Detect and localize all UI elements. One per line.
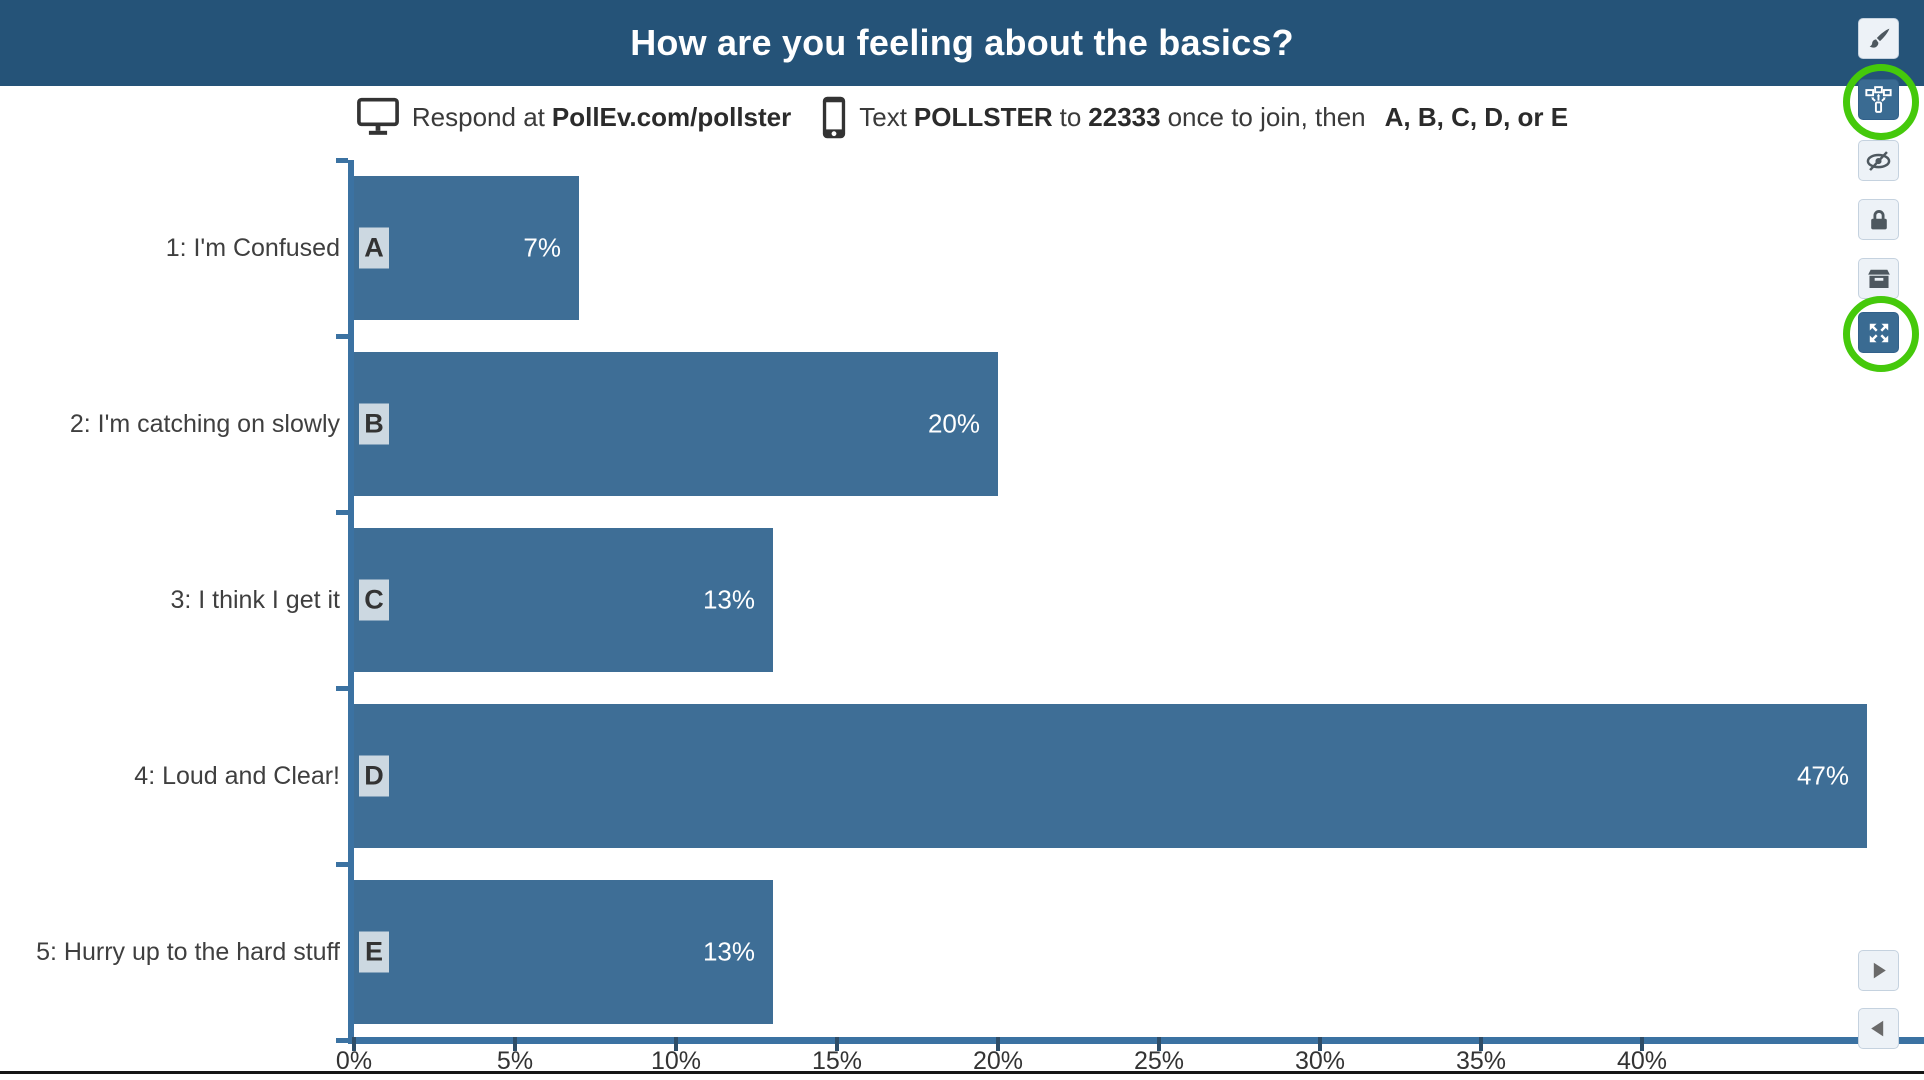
- y-axis-tick: [336, 686, 348, 691]
- phone-icon: [821, 95, 847, 140]
- respond-target: PollEv.com/pollster: [551, 101, 792, 132]
- y-axis-tick: [336, 510, 348, 515]
- bar-value-label: 13%: [702, 936, 755, 967]
- bar-value-label: 47%: [1796, 760, 1849, 791]
- keyword: POLLSTER: [913, 101, 1053, 132]
- choice-letter-badge: C: [359, 579, 389, 621]
- choice-letter-badge: B: [359, 403, 389, 445]
- category-label: 2: I'm catching on slowly: [69, 409, 340, 438]
- window-bottom-edge: [0, 1071, 1924, 1074]
- x-axis-line: [348, 1037, 1924, 1044]
- slide-title: How are you feeling about the basics?: [630, 22, 1294, 63]
- x-axis-tick-label: 35%: [1455, 1047, 1507, 1075]
- to-label: to: [1059, 101, 1082, 132]
- y-axis-tick: [336, 334, 348, 339]
- category-label: 1: I'm Confused: [165, 233, 340, 262]
- toolbar-button-hide-results[interactable]: [1858, 140, 1899, 181]
- monitor-icon: [356, 97, 400, 137]
- eye-off-icon: [1865, 147, 1892, 174]
- category-label: 5: Hurry up to the hard stuff: [36, 937, 340, 966]
- y-axis-tick: [336, 862, 348, 867]
- instruction-banner: Respond at PollEv.com/pollster Text POLL…: [0, 86, 1924, 148]
- fullscreen-icon: [1866, 320, 1892, 346]
- x-axis-tick-label: 20%: [972, 1047, 1024, 1075]
- text-instruction: Text POLLSTER to 22333 once to join, the…: [821, 95, 1568, 140]
- lock-icon: [1866, 207, 1892, 233]
- category-label: 4: Loud and Clear!: [134, 761, 340, 790]
- result-bar: B 20%: [354, 352, 998, 496]
- result-bar: D 47%: [354, 704, 1867, 848]
- toolbar-button-fullscreen[interactable]: [1858, 312, 1899, 353]
- play-forward-icon: [1866, 958, 1891, 983]
- y-axis-tick: [336, 158, 348, 163]
- choice-letter-badge: A: [359, 227, 389, 269]
- play-back-icon: [1866, 1016, 1891, 1041]
- x-axis-tick-label: 30%: [1294, 1047, 1346, 1075]
- result-bar: E 13%: [354, 880, 773, 1024]
- bar-value-label: 13%: [702, 584, 755, 615]
- x-axis-tick: [1318, 1037, 1322, 1051]
- x-axis-tick-label: 15%: [811, 1047, 863, 1075]
- y-axis-tick: [336, 1038, 348, 1043]
- x-axis-tick-label: 10%: [650, 1047, 702, 1075]
- join-label: once to join, then: [1167, 101, 1366, 132]
- x-axis-tick-label: 5%: [496, 1047, 534, 1075]
- respond-instruction: Respond at PollEv.com/pollster: [356, 97, 791, 137]
- respond-label: Respond at: [411, 101, 545, 132]
- options-label: A, B, C, D, or E: [1384, 101, 1569, 132]
- x-axis-tick: [1157, 1037, 1161, 1051]
- toolbar-button-present-on-devices[interactable]: [1858, 79, 1899, 120]
- choice-letter-badge: E: [359, 931, 389, 973]
- toolbar-button-lock-responses[interactable]: [1858, 199, 1899, 240]
- x-axis-tick: [352, 1037, 356, 1051]
- text-label: Text: [859, 101, 907, 132]
- x-axis-tick: [674, 1037, 678, 1051]
- archive-icon: [1866, 266, 1892, 292]
- x-axis-tick: [1640, 1037, 1644, 1051]
- nav-button-previous-slide[interactable]: [1858, 1008, 1899, 1049]
- toolbar-button-archive[interactable]: [1858, 258, 1899, 299]
- choice-letter-badge: D: [359, 755, 389, 797]
- nav-button-next-slide[interactable]: [1858, 950, 1899, 991]
- result-bar: A 7%: [354, 176, 579, 320]
- x-axis-tick-label: 40%: [1616, 1047, 1668, 1075]
- result-bar: C 13%: [354, 528, 773, 672]
- paintbrush-icon: [1866, 26, 1892, 52]
- x-axis-tick: [996, 1037, 1000, 1051]
- x-axis-tick-label: 25%: [1133, 1047, 1185, 1075]
- bar-value-label: 20%: [927, 408, 980, 439]
- bar-value-label: 7%: [523, 232, 561, 263]
- y-axis-line: [348, 160, 354, 1044]
- toolbar-button-edit[interactable]: [1858, 18, 1899, 59]
- category-label: 3: I think I get it: [170, 585, 340, 614]
- broadcast-icon: [1865, 86, 1892, 113]
- shortcode: 22333: [1088, 101, 1161, 132]
- x-axis-tick: [835, 1037, 839, 1051]
- x-axis-tick: [1479, 1037, 1483, 1051]
- x-axis-tick: [513, 1037, 517, 1051]
- x-axis-tick-label: 0%: [335, 1047, 373, 1075]
- header-bar: How are you feeling about the basics?: [0, 0, 1924, 86]
